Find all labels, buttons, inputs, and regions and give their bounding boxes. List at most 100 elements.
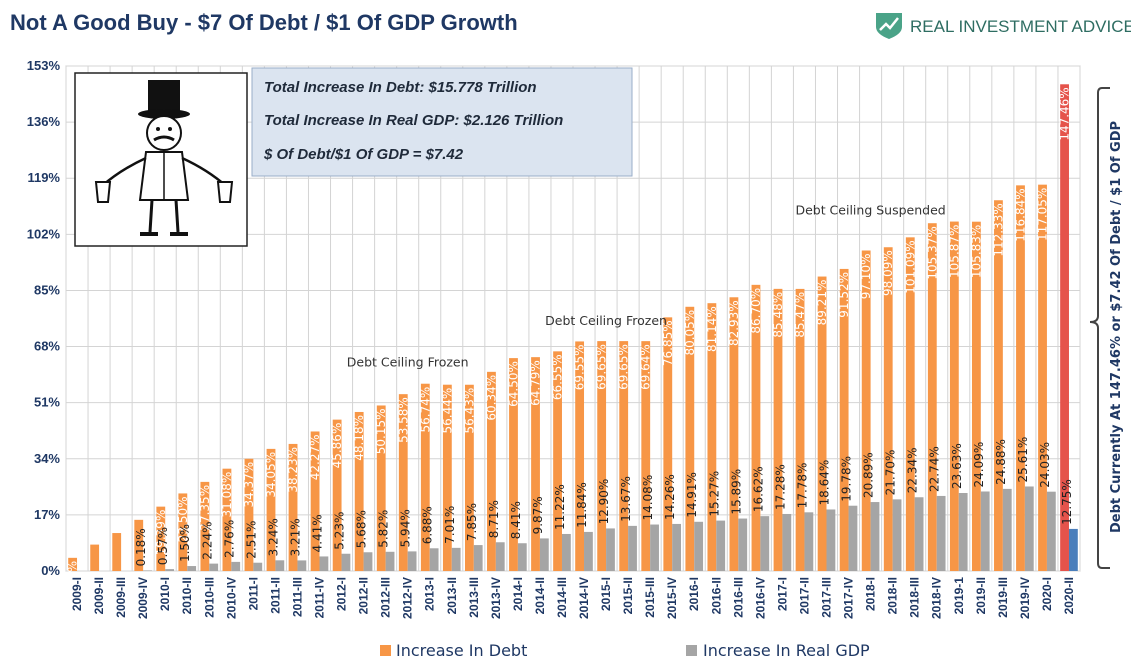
annotation: Debt Ceiling Frozen: [545, 313, 667, 328]
x-tick-label: 2010-I: [158, 577, 172, 611]
data-label-debt: 81.14%: [705, 306, 719, 352]
data-label-debt: 50.15%: [374, 408, 388, 454]
data-label-debt: 91.52%: [837, 272, 851, 318]
x-tick-label: 2015-IV: [665, 577, 679, 619]
bar-debt: [927, 223, 937, 571]
data-label-debt: 69.55%: [573, 344, 587, 390]
data-label-gdp: 2.24%: [200, 521, 214, 559]
x-tick-label: 2018-I: [864, 577, 878, 611]
data-label-gdp: 14.08%: [641, 475, 655, 521]
annotation: Debt Ceiling Suspended: [795, 203, 945, 218]
bar-gdp: [1068, 528, 1078, 571]
y-tick-label: 17%: [34, 507, 60, 522]
y-tick-label: 85%: [34, 282, 60, 297]
x-tick-label: 2009-I: [70, 577, 84, 611]
x-tick-label: 2009-II: [92, 577, 106, 614]
data-label-debt: 23.50%: [176, 496, 190, 542]
side-bracket: [1089, 87, 1110, 569]
data-label-debt: 45.86%: [330, 423, 344, 469]
info-box: Total Increase In Debt: $15.778 Trillion…: [251, 67, 633, 177]
x-tick-label: 2012-I: [335, 577, 349, 611]
bar-gdp: [495, 542, 505, 571]
data-label-gdp: 22.34%: [906, 447, 920, 493]
bar-gdp: [606, 528, 615, 571]
bar-debt: [597, 341, 607, 571]
data-label-gdp: 24.88%: [994, 439, 1008, 485]
x-tick-label: 2016-II: [709, 577, 723, 614]
data-label-gdp: 18.64%: [818, 460, 832, 506]
bar-gdp: [275, 560, 285, 571]
bar-debt: [442, 384, 452, 571]
bar-debt: [883, 247, 893, 571]
bar-gdp: [429, 548, 439, 571]
x-tick-label: 2012-III: [379, 577, 393, 618]
x-tick-label: 2017-IV: [842, 577, 856, 619]
y-axis-ticks: 0% 17% 34% 51% 68% 85% 102% 119% 136% 153%: [27, 58, 61, 578]
data-label-debt: 42.27%: [308, 434, 322, 480]
data-label-gdp: 21.70%: [884, 450, 898, 496]
data-label-gdp: 3.21%: [288, 518, 302, 556]
bar-debt: [971, 221, 981, 571]
x-tick-label: 2019-1: [952, 577, 966, 615]
bar-gdp: [738, 518, 748, 571]
data-label-debt: 117.05%: [1036, 188, 1050, 241]
data-label-gdp: 20.89%: [862, 452, 876, 498]
x-tick-label: 2010-III: [202, 577, 216, 618]
x-tick-label: 2014-II: [533, 577, 547, 614]
bar-debt: [707, 303, 717, 571]
bar-debt: [1016, 185, 1025, 572]
bar-gdp: [363, 552, 373, 571]
x-tick-label: 2009-IV: [136, 577, 150, 619]
x-tick-label: 2014-I: [511, 577, 525, 611]
bar-debt: [222, 468, 232, 571]
bar-gdp: [209, 563, 219, 571]
bar-gdp: [341, 553, 351, 571]
data-label-gdp: 15.27%: [707, 471, 721, 517]
x-tick-label: 2018-III: [908, 577, 922, 618]
x-tick-label: 2016-IV: [753, 577, 767, 619]
bar-debt: [1038, 184, 1047, 571]
bar-gdp: [385, 551, 395, 571]
data-label-debt: 31.08%: [220, 472, 234, 518]
data-label-debt: 85.48%: [771, 292, 785, 338]
data-label-gdp: 16.62%: [751, 466, 765, 512]
data-label-debt: 69.65%: [595, 344, 609, 390]
data-label-gdp: 22.74%: [928, 446, 942, 492]
bar-debt: [112, 533, 122, 571]
y-tick-label: 119%: [27, 170, 60, 185]
data-label-debt: 105.87%: [947, 225, 961, 278]
bar-debt: [773, 288, 783, 571]
bar-gdp: [584, 531, 593, 571]
x-tick-label: 2011-I: [246, 577, 260, 610]
data-label-debt: 38.23%: [286, 447, 300, 493]
data-label-gdp: 14.26%: [663, 474, 677, 520]
x-tick-label: 2019-IV: [1018, 577, 1032, 619]
data-label-gdp: 15.89%: [729, 469, 743, 515]
bar-gdp: [870, 502, 880, 571]
data-label-gdp: 7.85%: [465, 503, 479, 541]
bar-debt: [641, 341, 651, 571]
y-tick-label: 34%: [34, 451, 60, 466]
x-tick-label: 2018-IV: [930, 577, 944, 619]
data-label-gdp: 1.50%: [178, 524, 192, 562]
bar-debt: [134, 519, 144, 571]
x-tick-label: 2014-III: [555, 577, 569, 618]
data-label-gdp: 6.88%: [421, 506, 435, 544]
data-label-debt: 19.39%: [154, 510, 168, 556]
x-tick-label: 2015-II: [621, 577, 635, 614]
brand-shield-icon: [876, 13, 902, 39]
data-label-debt: 97.10%: [859, 254, 873, 300]
monopoly-man-icon: [74, 72, 248, 247]
legend-label-gdp: Increase In Real GDP: [703, 641, 870, 660]
legend-swatch-gdp: [686, 645, 697, 656]
data-label-gdp: 7.01%: [443, 506, 457, 544]
bar-debt: [156, 506, 166, 571]
data-label-debt: 105.37%: [925, 226, 939, 279]
info-total-gdp: Total Increase In Real GDP: $2.126 Trill…: [264, 112, 563, 129]
data-label-debt: 98.09%: [881, 250, 895, 296]
brand-name: REAL INVESTMENT ADVICE: [910, 17, 1131, 36]
data-label-gdp: 17.78%: [795, 463, 809, 509]
x-tick-label: 2012-IV: [401, 577, 415, 619]
data-label-gdp: 5.23%: [333, 512, 347, 550]
x-tick-label: 2012-II: [357, 577, 371, 614]
